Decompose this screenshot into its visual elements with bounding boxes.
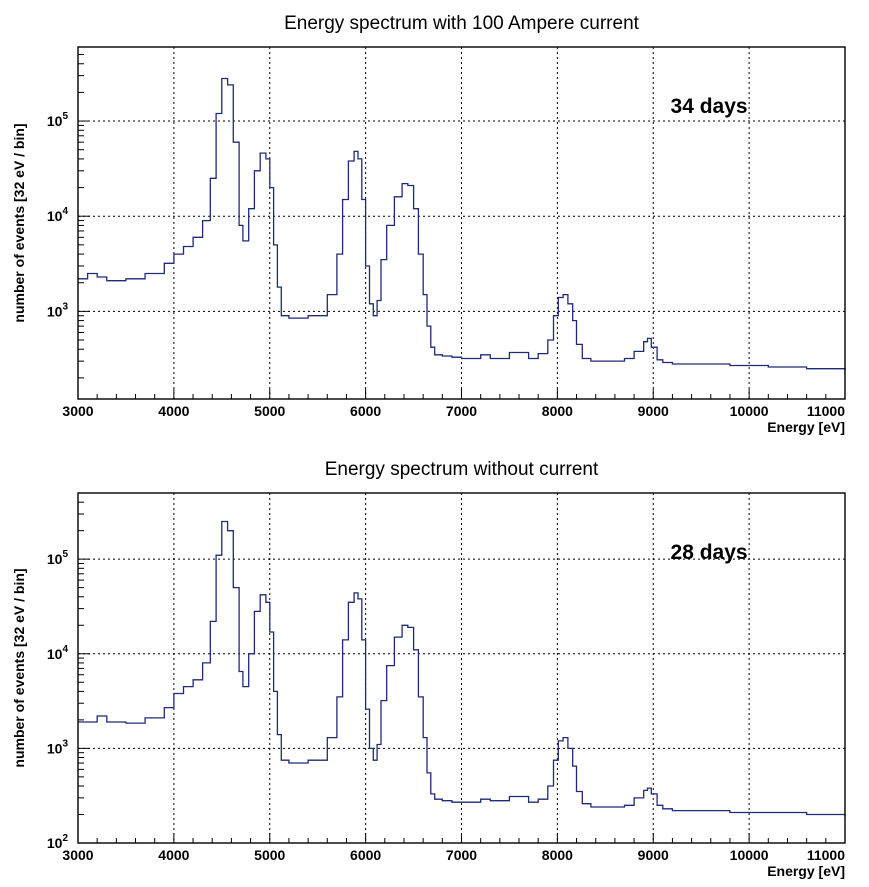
x-tick-label: 9000 [638, 403, 669, 419]
x-tick-label: 8000 [542, 403, 573, 419]
x-tick-label: 5000 [254, 847, 285, 863]
plot-frame [77, 492, 846, 844]
y-axis-label: number of events [32 eV / bin] [11, 568, 27, 767]
spectrum-series-line [78, 520, 846, 817]
x-tick-label: 11000 [807, 847, 845, 863]
x-tick-label: 11000 [807, 403, 845, 419]
x-tick-label: 4000 [158, 847, 189, 863]
x-axis-label: Energy [eV] [767, 419, 845, 435]
x-axis-label: Energy [eV] [767, 863, 845, 879]
y-tick-label: 104 [47, 206, 69, 224]
duration-annotation: 28 days [671, 541, 748, 564]
x-tick-label: 8000 [542, 847, 573, 863]
chart-panel-2: Energy spectrum without current 3000 4000 5… [11, 459, 846, 879]
x-tick-label: 7000 [446, 403, 477, 419]
x-tick-label: 10000 [730, 403, 769, 419]
y-axis-label: number of events [32 eV / bin] [11, 123, 27, 322]
y-tick-label: 105 [47, 111, 69, 129]
x-tick-label: 3000 [62, 403, 93, 419]
y-tick-label: 103 [47, 738, 69, 756]
y-tick-label: 104 [47, 644, 69, 662]
chart-title: Energy spectrum without current [325, 459, 599, 480]
y-tick-label: 102 [47, 833, 69, 851]
x-tick-label: 4000 [158, 403, 189, 419]
x-tick-label: 5000 [254, 403, 285, 419]
plot-frame [77, 46, 846, 400]
x-tick-label: 6000 [350, 847, 381, 863]
y-tick-label: 103 [47, 301, 69, 319]
x-tick-label: 7000 [446, 847, 477, 863]
duration-annotation: 34 days [671, 95, 748, 118]
chart-panel-1: Energy spectrum with 100 Ampere current 3… [11, 13, 846, 435]
y-tick-label: 105 [47, 549, 69, 567]
chart-title: Energy spectrum with 100 Ampere current [284, 13, 640, 34]
spectrum-series-line [78, 77, 846, 371]
x-tick-label: 3000 [62, 847, 93, 863]
x-tick-label: 10000 [730, 847, 769, 863]
x-tick-label: 9000 [638, 847, 669, 863]
x-tick-label: 6000 [350, 403, 381, 419]
